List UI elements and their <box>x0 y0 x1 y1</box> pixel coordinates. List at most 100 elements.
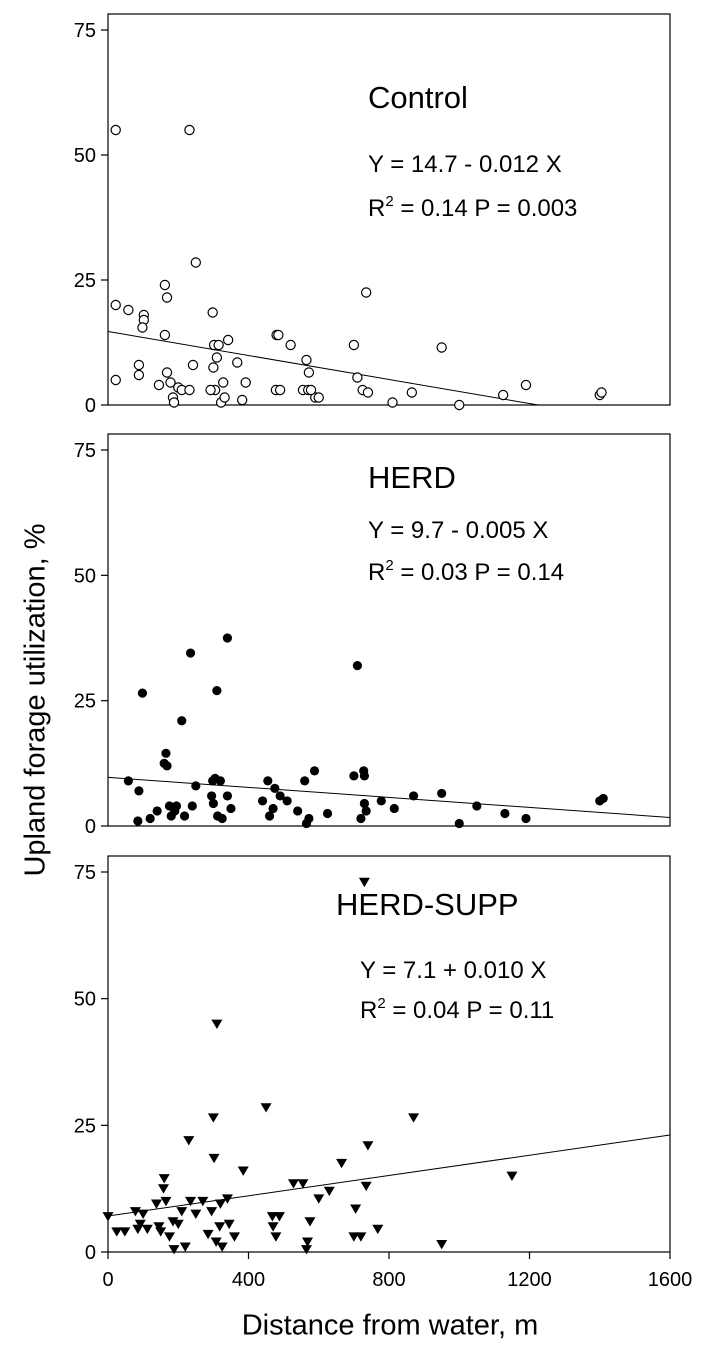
panel-1: 0 25 50 75 Control Y = 14.7 - 0.012 X R2 = 0.1… <box>74 13 671 417</box>
data-point <box>191 781 201 791</box>
data-point <box>223 1219 235 1230</box>
data-point <box>213 339 224 351</box>
data-point <box>266 1212 278 1222</box>
data-point <box>596 387 607 398</box>
data-point <box>208 798 218 809</box>
regression-stats: R2 = 0.03 P = 0.14 <box>368 557 564 586</box>
data-point <box>274 384 286 396</box>
data-point <box>179 1242 191 1252</box>
data-point <box>153 379 165 391</box>
data-point <box>206 1207 218 1217</box>
data-point <box>287 1179 299 1189</box>
regression-line <box>107 1134 671 1217</box>
data-point <box>215 776 225 786</box>
data-point <box>300 776 310 786</box>
data-point <box>190 1209 202 1219</box>
data-point <box>349 771 359 781</box>
regression-equation: Y = 9.7 - 0.005 X <box>368 517 548 544</box>
data-point <box>352 660 362 671</box>
data-point <box>350 1204 362 1214</box>
data-point <box>161 748 171 758</box>
data-point <box>145 813 155 824</box>
data-point <box>133 816 143 826</box>
data-point <box>184 384 195 396</box>
data-point <box>297 1179 309 1189</box>
data-point <box>102 1212 114 1222</box>
data-point <box>123 776 133 786</box>
data-point <box>270 1232 282 1242</box>
data-point <box>159 279 171 291</box>
data-point <box>376 796 386 806</box>
data-point <box>210 1237 222 1247</box>
data-point <box>160 1196 172 1207</box>
data-point <box>190 257 202 268</box>
data-point <box>202 1229 214 1240</box>
data-point <box>119 1227 131 1237</box>
x-tick-label: 1200 <box>507 1269 552 1291</box>
data-point <box>348 339 360 351</box>
data-point <box>226 803 236 814</box>
data-point <box>137 1209 149 1219</box>
data-point <box>285 339 296 351</box>
regression-line <box>107 776 671 818</box>
data-point <box>270 783 280 794</box>
data-point <box>218 377 229 388</box>
regression-stats: R2 = 0.14 P = 0.003 <box>368 193 577 222</box>
data-point <box>110 299 121 311</box>
data-point <box>207 1113 219 1123</box>
data-point <box>322 808 333 819</box>
data-point <box>183 1136 195 1146</box>
data-point <box>172 1219 184 1230</box>
data-point <box>500 808 510 819</box>
data-point <box>437 788 447 799</box>
data-point <box>436 1240 448 1250</box>
data-point <box>207 791 217 801</box>
data-point <box>228 1232 240 1242</box>
data-point <box>219 392 230 403</box>
data-point <box>110 374 121 386</box>
data-point <box>208 362 219 373</box>
data-point <box>133 359 145 371</box>
data-point <box>362 1141 374 1151</box>
data-point <box>305 384 317 396</box>
data-point <box>110 124 121 136</box>
data-point <box>360 287 372 298</box>
data-point <box>472 801 482 811</box>
data-point <box>361 806 371 816</box>
data-point <box>268 803 278 814</box>
panel-title: HERD-SUPP <box>336 887 519 922</box>
panel-3: 0 25 50 75 0 400 800 1200 1600 HERD-SUPP Y = 7.1 +… <box>74 855 692 1291</box>
data-point <box>212 686 222 696</box>
data-point <box>406 387 418 398</box>
data-point <box>152 806 162 816</box>
data-point <box>273 1212 285 1222</box>
data-point <box>197 1196 209 1207</box>
x-tick-label: 0 <box>102 1269 113 1291</box>
y-tick-label: 25 <box>74 691 96 713</box>
data-point <box>387 397 398 408</box>
data-point <box>454 818 464 829</box>
data-point <box>304 813 314 824</box>
data-point <box>521 813 531 824</box>
data-point <box>454 399 465 411</box>
data-point <box>506 1171 518 1181</box>
data-point <box>520 379 532 391</box>
data-point <box>355 1232 367 1242</box>
data-point <box>222 633 233 643</box>
data-point <box>150 1199 162 1209</box>
data-point <box>359 771 370 781</box>
y-tick-label: 75 <box>74 20 96 42</box>
data-point <box>408 1113 420 1123</box>
y-tick-label: 0 <box>85 816 96 838</box>
data-point <box>222 791 233 801</box>
y-tick-label: 0 <box>85 395 96 417</box>
data-point <box>214 1222 226 1232</box>
data-point <box>211 352 223 363</box>
regression-equation: Y = 14.7 - 0.012 X <box>368 151 562 178</box>
data-point <box>158 1174 170 1184</box>
y-tick-label: 50 <box>74 989 96 1011</box>
data-point <box>168 397 180 408</box>
data-point <box>336 1158 348 1169</box>
data-point <box>358 877 370 888</box>
